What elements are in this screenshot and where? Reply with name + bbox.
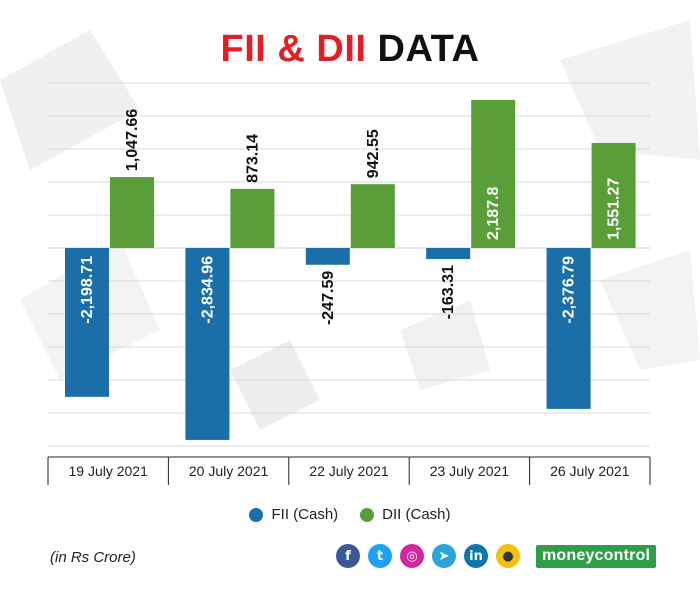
fii-data-label: -2,376.79 [561, 256, 578, 324]
dii-data-label: 942.55 [365, 129, 382, 178]
fii-data-label: -2,834.96 [199, 256, 216, 324]
fii-bar [65, 248, 109, 397]
legend-label-dii: DII (Cash) [382, 506, 451, 523]
dii-bar [230, 188, 275, 248]
dii-data-label: 2,187.8 [485, 187, 502, 240]
legend-item-fii: FII (Cash) [249, 506, 338, 523]
fii-data-label: -163.31 [440, 265, 457, 319]
legend-swatch-dii [360, 507, 375, 522]
fii-bar [305, 248, 350, 265]
x-tick-label: 23 July 2021 [430, 463, 510, 479]
unit-note: (in Rs Crore) [50, 549, 136, 566]
x-tick-label: 22 July 2021 [309, 463, 389, 479]
chart-title: FII & DII DATA [0, 28, 700, 71]
social-icons: f t ◎ ➤ in ● [336, 544, 520, 568]
x-tick-label: 26 July 2021 [550, 463, 630, 479]
dii-bar [591, 142, 636, 248]
twitter-icon[interactable]: t [368, 544, 392, 568]
fii-data-label: -2,198.71 [79, 256, 96, 324]
koo-icon[interactable]: ● [496, 544, 520, 568]
x-tick-label: 19 July 2021 [68, 463, 148, 479]
legend-label-fii: FII (Cash) [271, 506, 339, 523]
legend-swatch-fii [249, 507, 264, 522]
telegram-icon[interactable]: ➤ [432, 544, 456, 568]
legend-item-dii: DII (Cash) [360, 506, 451, 523]
instagram-icon[interactable]: ◎ [400, 544, 424, 568]
dii-data-label: 873.14 [244, 134, 261, 183]
x-tick-label: 20 July 2021 [189, 463, 269, 479]
dii-bar [350, 184, 395, 248]
title-part-2: DATA [377, 28, 480, 70]
title-part-1: FII & DII [220, 28, 367, 70]
linkedin-icon[interactable]: in [464, 544, 488, 568]
facebook-icon[interactable]: f [336, 544, 360, 568]
dii-data-label: 1,551.27 [606, 178, 623, 240]
legend: FII (Cash) DII (Cash) [0, 506, 700, 523]
fii-bar [185, 248, 230, 440]
dii-bar [110, 177, 154, 248]
dii-data-label: 1,047.66 [124, 109, 141, 171]
fii-bar [426, 248, 471, 260]
brand-logo: moneycontrol [536, 545, 657, 568]
fii-data-label: -247.59 [320, 271, 337, 325]
fii-bar [546, 248, 591, 409]
dii-bar [471, 99, 516, 248]
